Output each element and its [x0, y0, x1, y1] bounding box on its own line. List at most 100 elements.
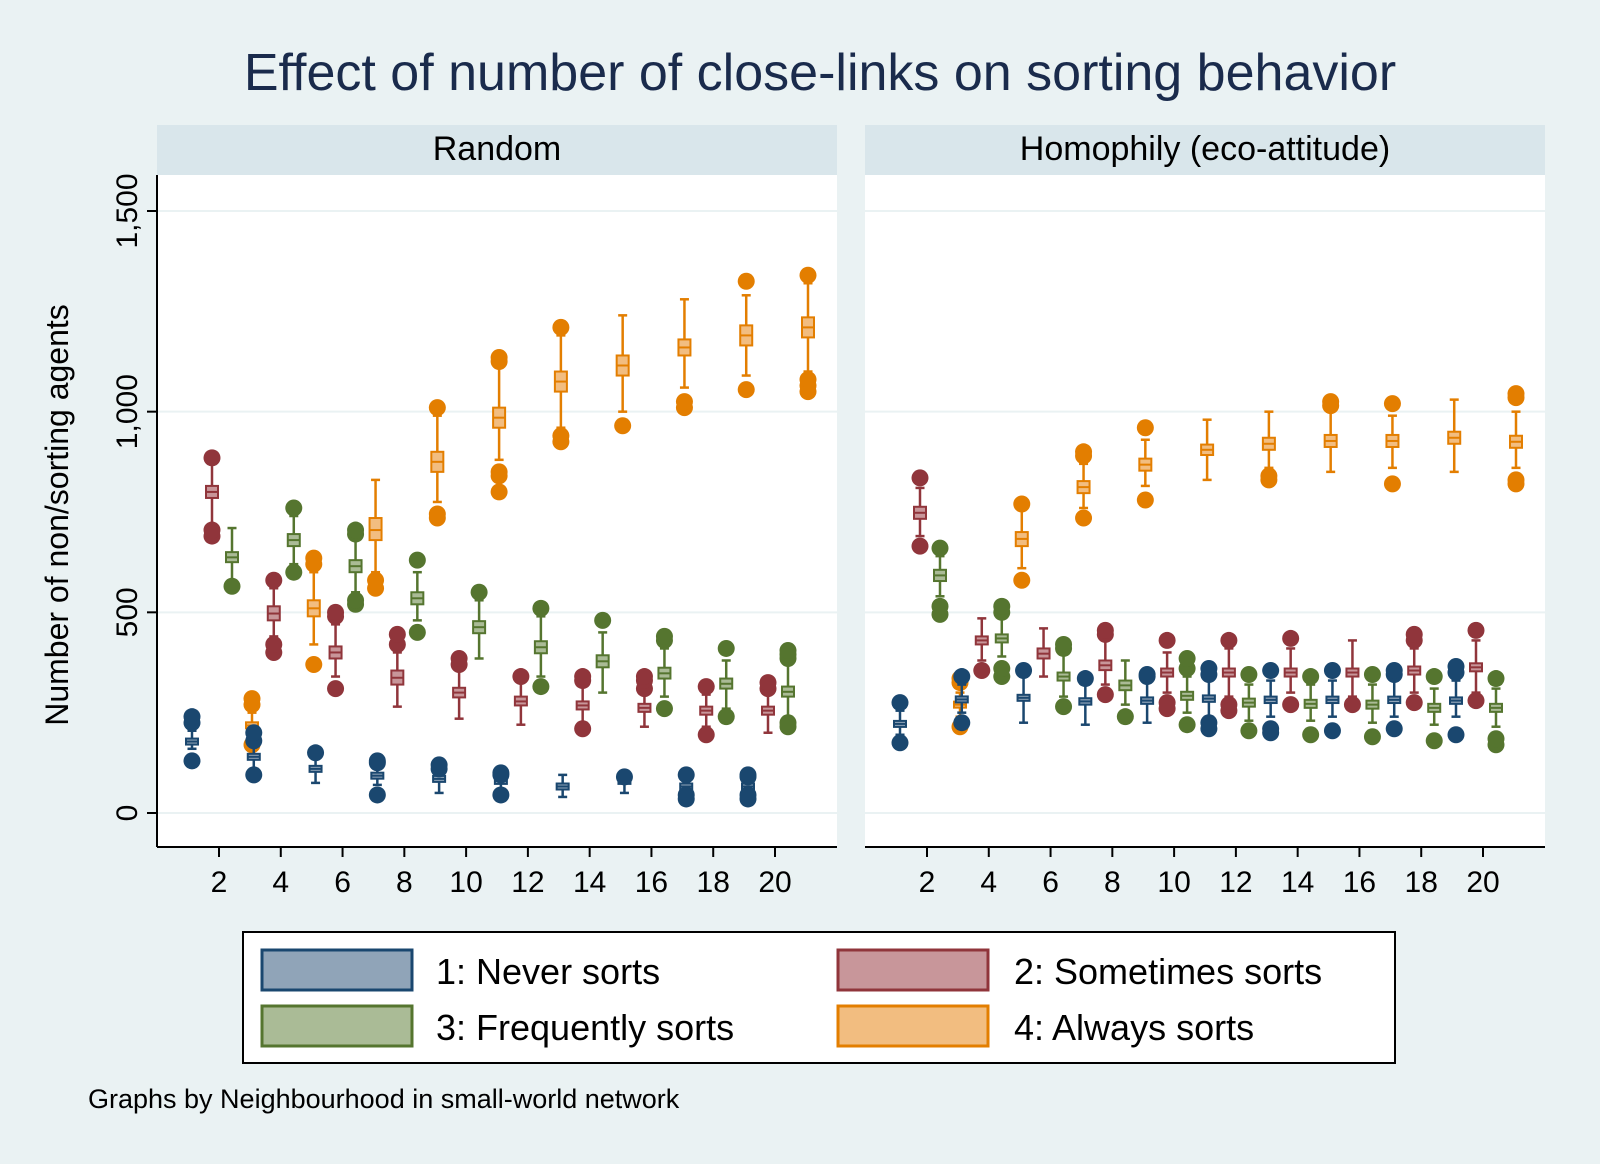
- outlier-point: [367, 571, 385, 589]
- box-2-x10: [450, 649, 468, 720]
- box-2-x8: [388, 625, 406, 708]
- outlier-point: [594, 611, 612, 629]
- panel-strip-label: Random: [433, 130, 562, 168]
- box-4-x18: [737, 272, 755, 399]
- outlier-point: [1015, 662, 1033, 680]
- box-2-x12: [1220, 631, 1238, 720]
- legend-swatch-sometimes: [836, 948, 990, 992]
- legend-swatch-never: [260, 948, 414, 992]
- outlier-point: [1282, 629, 1300, 647]
- outlier-point: [717, 708, 735, 726]
- outlier-point: [1200, 714, 1218, 732]
- outlier-point: [532, 599, 550, 617]
- y-tick-label: 0: [111, 805, 144, 822]
- outlier-point: [1096, 621, 1114, 639]
- legend-label-frequently: 3: Frequently sorts: [436, 1007, 734, 1048]
- outlier-point: [1343, 696, 1361, 714]
- box-2-x18: [1405, 625, 1423, 712]
- box-1-x4: [245, 724, 263, 784]
- x-tick-label: 2: [919, 866, 936, 899]
- outlier-point: [779, 641, 797, 659]
- box-2-x20: [759, 674, 777, 734]
- outlier-point: [327, 603, 345, 621]
- box-4-x16: [1383, 395, 1401, 493]
- outlier-point: [428, 505, 446, 523]
- chart-title: Effect of number of close-links on sorti…: [244, 44, 1396, 102]
- outlier-point: [1447, 726, 1465, 744]
- outlier-point: [183, 708, 201, 726]
- outlier-point: [327, 680, 345, 698]
- box-1-x18: [1385, 662, 1403, 738]
- outlier-point: [1487, 670, 1505, 688]
- outlier-point: [243, 690, 261, 708]
- outlier-point: [1322, 393, 1340, 411]
- outlier-point: [993, 660, 1011, 678]
- outlier-point: [1240, 666, 1258, 684]
- box-1-x14: [555, 773, 570, 799]
- x-tick-label: 14: [1281, 866, 1314, 899]
- box-1-x4: [953, 668, 971, 732]
- box-3-x18: [1425, 668, 1443, 750]
- y-tick-label: 1,500: [111, 173, 144, 248]
- x-tick-label: 10: [449, 866, 482, 899]
- outlier-point: [1405, 625, 1423, 643]
- box-3-x2: [223, 526, 241, 595]
- outlier-point: [1282, 696, 1300, 714]
- outlier-point: [614, 417, 632, 435]
- outlier-point: [739, 786, 757, 804]
- box-1-x16: [615, 768, 633, 795]
- outlier-point: [1220, 696, 1238, 714]
- outlier-point: [1467, 692, 1485, 710]
- outlier-point: [1425, 732, 1443, 750]
- box-2-x2: [911, 469, 929, 555]
- box-4-x14: [1322, 393, 1340, 474]
- outlier-point: [1447, 658, 1465, 676]
- box-1-x6: [1015, 662, 1033, 724]
- box-3-x2: [931, 539, 949, 623]
- outlier-point: [737, 272, 755, 290]
- x-tick-label: 8: [1104, 866, 1121, 899]
- outlier-point: [408, 623, 426, 641]
- outlier-point: [1405, 694, 1423, 712]
- box-2-x2: [203, 449, 221, 545]
- box-4-x18: [1447, 398, 1462, 474]
- box-1-x20: [1447, 658, 1465, 744]
- outlier-point: [490, 483, 508, 501]
- box-4-x6: [367, 478, 385, 597]
- box-3-x6: [347, 521, 365, 613]
- box-4-x16: [675, 298, 693, 417]
- legend-label-never: 1: Never sorts: [436, 951, 660, 992]
- box-1-x10: [1138, 666, 1156, 724]
- outlier-point: [512, 668, 530, 686]
- outlier-point: [388, 625, 406, 643]
- outlier-point: [1013, 571, 1031, 589]
- outlier-point: [1487, 730, 1505, 748]
- box-2-x6: [327, 603, 345, 698]
- outlier-point: [1075, 443, 1093, 461]
- box-3-x8: [1116, 659, 1134, 726]
- outlier-point: [1200, 660, 1218, 678]
- outlier-point: [1013, 495, 1031, 513]
- outlier-point: [1467, 621, 1485, 639]
- box-3-x10: [470, 583, 488, 660]
- box-2-x16: [1343, 639, 1361, 714]
- box-3-x4: [285, 499, 303, 581]
- outlier-point: [1158, 694, 1176, 712]
- outlier-point: [245, 724, 263, 742]
- legend: 1: Never sorts 2: Sometimes sorts 3: Fre…: [242, 931, 1396, 1064]
- outlier-point: [1323, 662, 1341, 680]
- outlier-point: [492, 786, 510, 804]
- panel-homophily: Homophily (eco-attitude) 2 4 6 8 10 12 14 16 18 20: [865, 125, 1545, 899]
- outlier-point: [285, 563, 303, 581]
- outlier-point: [697, 678, 715, 696]
- outlier-point: [931, 597, 949, 615]
- box-1-x16: [1323, 662, 1341, 740]
- outlier-point: [1055, 698, 1073, 716]
- outlier-point: [911, 469, 929, 487]
- outlier-point: [717, 639, 735, 657]
- box-3-x20: [1487, 670, 1505, 754]
- x-tick-label: 4: [980, 866, 997, 899]
- box-3-x16: [1363, 666, 1381, 746]
- outlier-point: [1075, 509, 1093, 527]
